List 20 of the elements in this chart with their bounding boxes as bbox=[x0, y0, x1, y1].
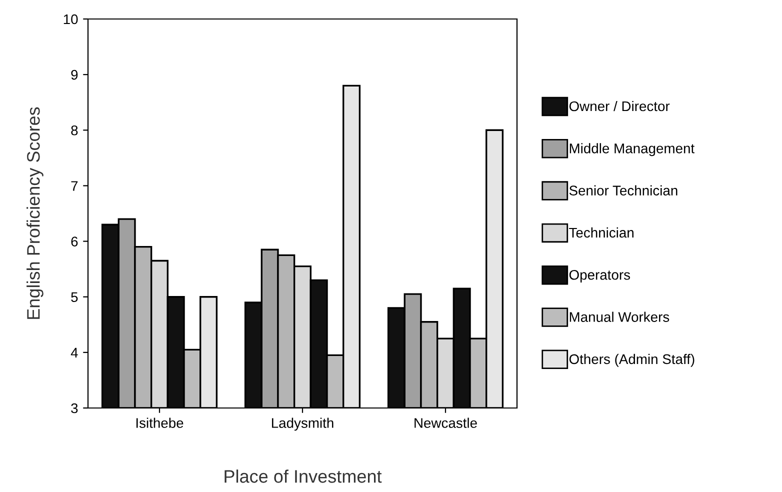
y-tick-label: 4 bbox=[70, 348, 78, 358]
legend-label: Technician bbox=[569, 227, 634, 238]
y-tick-label: 8 bbox=[71, 125, 78, 136]
legend-label: Senior Technician bbox=[569, 185, 678, 196]
legend-label: Others (Admin Staff) bbox=[569, 354, 694, 367]
x-tick-label: Ladysmith bbox=[272, 418, 334, 431]
legend-label: Manual Workers bbox=[570, 312, 670, 322]
y-tick-label: 7 bbox=[71, 181, 78, 191]
y-axis-title: English Proficiency Scores bbox=[26, 107, 44, 319]
y-tick-label: 3 bbox=[71, 403, 78, 414]
x-tick-label: Newcastle bbox=[414, 418, 477, 428]
y-tick-label: 10 bbox=[64, 14, 78, 24]
legend-label: Operators bbox=[569, 270, 630, 283]
legend-label: Owner / Director bbox=[569, 100, 670, 112]
y-tick-label: 6 bbox=[71, 236, 78, 246]
y-tick-label: 9 bbox=[71, 70, 78, 80]
y-tick-label: 5 bbox=[71, 292, 78, 302]
legend-label: Middle Management bbox=[570, 143, 694, 156]
x-tick-label: Isithebe bbox=[136, 418, 184, 428]
x-axis-title: Place of Investment bbox=[224, 470, 382, 483]
